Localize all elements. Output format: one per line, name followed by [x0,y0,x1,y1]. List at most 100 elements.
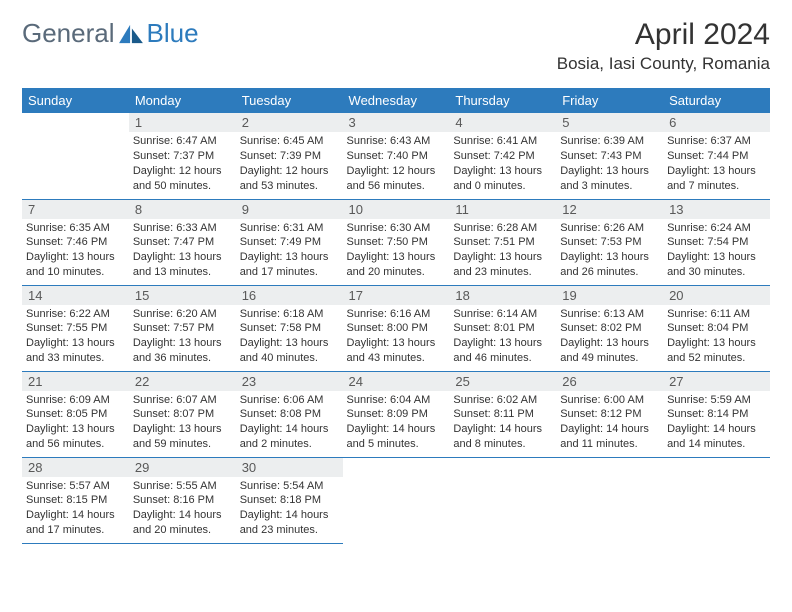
calendar-cell: 19Sunrise: 6:13 AMSunset: 8:02 PMDayligh… [556,285,663,371]
calendar-cell: 16Sunrise: 6:18 AMSunset: 7:58 PMDayligh… [236,285,343,371]
day-detail: Sunrise: 6:13 AMSunset: 8:02 PMDaylight:… [556,305,663,366]
day-number: 8 [129,200,236,219]
weekday-header: Friday [556,88,663,113]
calendar-cell: 10Sunrise: 6:30 AMSunset: 7:50 PMDayligh… [343,199,450,285]
day-detail: Sunrise: 6:09 AMSunset: 8:05 PMDaylight:… [22,391,129,452]
weekday-header: Wednesday [343,88,450,113]
month-title: April 2024 [557,18,770,52]
day-detail: Sunrise: 6:31 AMSunset: 7:49 PMDaylight:… [236,219,343,280]
day-number: 18 [449,286,556,305]
logo-text-blue: Blue [147,18,199,49]
calendar-table: SundayMondayTuesdayWednesdayThursdayFrid… [22,88,770,544]
day-detail: Sunrise: 6:22 AMSunset: 7:55 PMDaylight:… [22,305,129,366]
calendar-cell-empty [449,457,556,543]
day-detail: Sunrise: 6:43 AMSunset: 7:40 PMDaylight:… [343,132,450,193]
day-number: 5 [556,113,663,132]
day-number: 9 [236,200,343,219]
day-detail: Sunrise: 5:54 AMSunset: 8:18 PMDaylight:… [236,477,343,538]
calendar-week-row: 14Sunrise: 6:22 AMSunset: 7:55 PMDayligh… [22,285,770,371]
day-number: 11 [449,200,556,219]
day-detail: Sunrise: 6:30 AMSunset: 7:50 PMDaylight:… [343,219,450,280]
calendar-cell-empty [22,113,129,199]
calendar-cell: 24Sunrise: 6:04 AMSunset: 8:09 PMDayligh… [343,371,450,457]
calendar-cell: 21Sunrise: 6:09 AMSunset: 8:05 PMDayligh… [22,371,129,457]
day-number: 24 [343,372,450,391]
day-detail: Sunrise: 6:11 AMSunset: 8:04 PMDaylight:… [663,305,770,366]
day-detail: Sunrise: 5:55 AMSunset: 8:16 PMDaylight:… [129,477,236,538]
day-detail: Sunrise: 6:41 AMSunset: 7:42 PMDaylight:… [449,132,556,193]
calendar-cell: 4Sunrise: 6:41 AMSunset: 7:42 PMDaylight… [449,113,556,199]
calendar-cell: 18Sunrise: 6:14 AMSunset: 8:01 PMDayligh… [449,285,556,371]
calendar-cell: 3Sunrise: 6:43 AMSunset: 7:40 PMDaylight… [343,113,450,199]
day-number: 6 [663,113,770,132]
calendar-week-row: 7Sunrise: 6:35 AMSunset: 7:46 PMDaylight… [22,199,770,285]
day-number: 26 [556,372,663,391]
calendar-cell: 14Sunrise: 6:22 AMSunset: 7:55 PMDayligh… [22,285,129,371]
header: General Blue April 2024 Bosia, Iasi Coun… [22,18,770,74]
day-detail: Sunrise: 6:28 AMSunset: 7:51 PMDaylight:… [449,219,556,280]
calendar-cell: 30Sunrise: 5:54 AMSunset: 8:18 PMDayligh… [236,457,343,543]
calendar-cell: 6Sunrise: 6:37 AMSunset: 7:44 PMDaylight… [663,113,770,199]
calendar-cell-empty [343,457,450,543]
day-detail: Sunrise: 6:47 AMSunset: 7:37 PMDaylight:… [129,132,236,193]
day-number: 2 [236,113,343,132]
calendar-cell: 15Sunrise: 6:20 AMSunset: 7:57 PMDayligh… [129,285,236,371]
day-detail: Sunrise: 5:57 AMSunset: 8:15 PMDaylight:… [22,477,129,538]
day-detail: Sunrise: 6:16 AMSunset: 8:00 PMDaylight:… [343,305,450,366]
day-number: 10 [343,200,450,219]
day-number: 13 [663,200,770,219]
day-detail: Sunrise: 6:20 AMSunset: 7:57 PMDaylight:… [129,305,236,366]
day-detail: Sunrise: 6:37 AMSunset: 7:44 PMDaylight:… [663,132,770,193]
day-detail: Sunrise: 6:39 AMSunset: 7:43 PMDaylight:… [556,132,663,193]
calendar-cell: 5Sunrise: 6:39 AMSunset: 7:43 PMDaylight… [556,113,663,199]
calendar-cell: 26Sunrise: 6:00 AMSunset: 8:12 PMDayligh… [556,371,663,457]
calendar-cell: 7Sunrise: 6:35 AMSunset: 7:46 PMDaylight… [22,199,129,285]
day-detail: Sunrise: 6:24 AMSunset: 7:54 PMDaylight:… [663,219,770,280]
weekday-header: Sunday [22,88,129,113]
calendar-cell: 1Sunrise: 6:47 AMSunset: 7:37 PMDaylight… [129,113,236,199]
day-number: 17 [343,286,450,305]
logo-text-general: General [22,18,115,49]
day-number: 12 [556,200,663,219]
calendar-cell: 13Sunrise: 6:24 AMSunset: 7:54 PMDayligh… [663,199,770,285]
weekday-header: Thursday [449,88,556,113]
day-number: 28 [22,458,129,477]
day-detail: Sunrise: 6:35 AMSunset: 7:46 PMDaylight:… [22,219,129,280]
calendar-cell: 22Sunrise: 6:07 AMSunset: 8:07 PMDayligh… [129,371,236,457]
day-number: 25 [449,372,556,391]
calendar-week-row: 28Sunrise: 5:57 AMSunset: 8:15 PMDayligh… [22,457,770,543]
day-detail: Sunrise: 6:45 AMSunset: 7:39 PMDaylight:… [236,132,343,193]
day-detail: Sunrise: 6:26 AMSunset: 7:53 PMDaylight:… [556,219,663,280]
day-number: 23 [236,372,343,391]
day-detail: Sunrise: 6:33 AMSunset: 7:47 PMDaylight:… [129,219,236,280]
day-detail: Sunrise: 6:04 AMSunset: 8:09 PMDaylight:… [343,391,450,452]
calendar-cell: 28Sunrise: 5:57 AMSunset: 8:15 PMDayligh… [22,457,129,543]
day-detail: Sunrise: 6:06 AMSunset: 8:08 PMDaylight:… [236,391,343,452]
calendar-cell: 29Sunrise: 5:55 AMSunset: 8:16 PMDayligh… [129,457,236,543]
day-number: 7 [22,200,129,219]
calendar-cell: 20Sunrise: 6:11 AMSunset: 8:04 PMDayligh… [663,285,770,371]
calendar-cell: 2Sunrise: 6:45 AMSunset: 7:39 PMDaylight… [236,113,343,199]
weekday-header-row: SundayMondayTuesdayWednesdayThursdayFrid… [22,88,770,113]
day-number: 30 [236,458,343,477]
day-number: 27 [663,372,770,391]
day-number: 21 [22,372,129,391]
calendar-cell: 11Sunrise: 6:28 AMSunset: 7:51 PMDayligh… [449,199,556,285]
weekday-header: Tuesday [236,88,343,113]
calendar-week-row: 1Sunrise: 6:47 AMSunset: 7:37 PMDaylight… [22,113,770,199]
day-detail: Sunrise: 6:18 AMSunset: 7:58 PMDaylight:… [236,305,343,366]
weekday-header: Saturday [663,88,770,113]
day-number: 3 [343,113,450,132]
calendar-cell: 9Sunrise: 6:31 AMSunset: 7:49 PMDaylight… [236,199,343,285]
calendar-week-row: 21Sunrise: 6:09 AMSunset: 8:05 PMDayligh… [22,371,770,457]
calendar-cell: 12Sunrise: 6:26 AMSunset: 7:53 PMDayligh… [556,199,663,285]
location: Bosia, Iasi County, Romania [557,54,770,74]
day-number: 4 [449,113,556,132]
weekday-header: Monday [129,88,236,113]
day-number: 15 [129,286,236,305]
day-detail: Sunrise: 6:00 AMSunset: 8:12 PMDaylight:… [556,391,663,452]
day-number: 1 [129,113,236,132]
calendar-cell: 25Sunrise: 6:02 AMSunset: 8:11 PMDayligh… [449,371,556,457]
calendar-cell: 27Sunrise: 5:59 AMSunset: 8:14 PMDayligh… [663,371,770,457]
day-number: 19 [556,286,663,305]
